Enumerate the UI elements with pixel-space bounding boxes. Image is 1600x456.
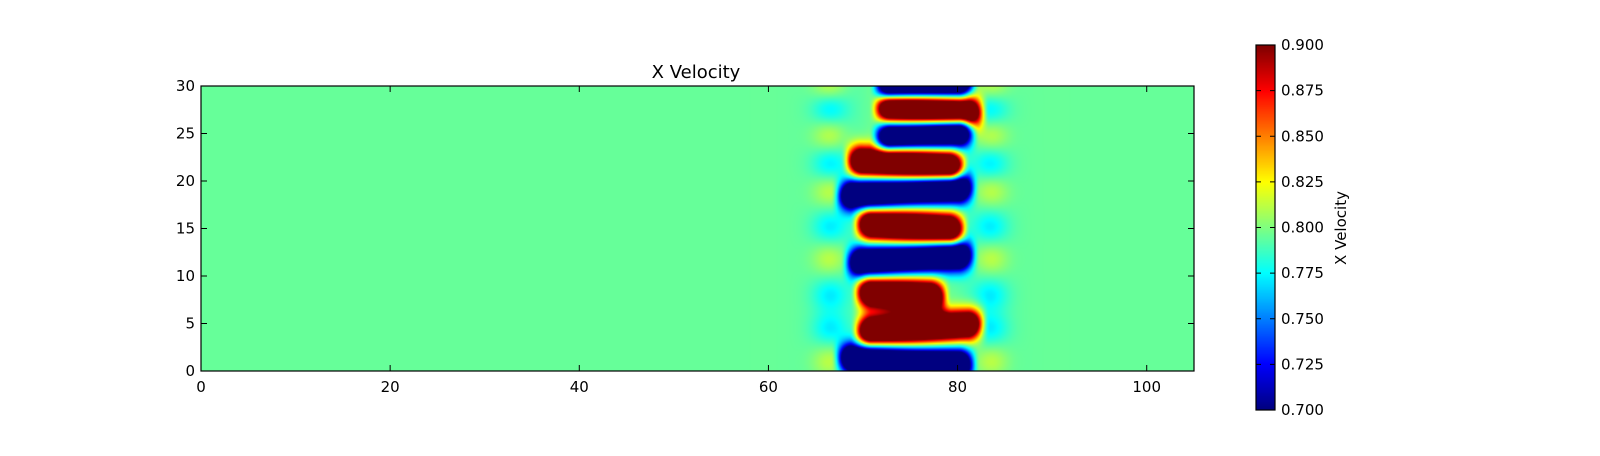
x-tick-label: 100 — [1132, 378, 1161, 396]
colorbar-ticks: 0.700 0.725 0.750 0.775 0.800 0.825 0.850 0.875… — [1256, 36, 1324, 419]
colorbar-tick-label: 0.900 — [1281, 36, 1324, 54]
x-tick-label: 0 — [196, 378, 206, 396]
colorbar-tick-label: 0.800 — [1281, 219, 1324, 237]
chart-title: X Velocity — [652, 62, 741, 83]
colorbar-label: X Velocity — [1332, 191, 1350, 265]
x-tick-label: 80 — [948, 378, 967, 396]
colorbar-tick-label: 0.725 — [1281, 355, 1324, 373]
x-tick-label: 20 — [381, 378, 400, 396]
y-tick-label: 30 — [176, 77, 195, 95]
colorbar-tick-label: 0.875 — [1281, 82, 1324, 100]
y-tick-label: 20 — [176, 172, 195, 190]
y-tick-label: 0 — [185, 362, 195, 380]
heatmap-image — [201, 86, 1194, 371]
x-axis: 0 20 40 60 80 100 — [196, 86, 1161, 396]
y-tick-label: 5 — [185, 315, 195, 333]
colorbar-tick-label: 0.700 — [1281, 401, 1324, 419]
y-tick-label: 25 — [176, 125, 195, 143]
y-axis: 0 5 10 15 20 25 30 — [176, 77, 1194, 380]
x-tick-label: 40 — [570, 378, 589, 396]
x-tick-label: 60 — [759, 378, 778, 396]
colorbar: 0.700 0.725 0.750 0.775 0.800 0.825 0.850 0.875… — [1255, 36, 1350, 419]
colorbar-tick-label: 0.850 — [1281, 127, 1324, 145]
colorbar-tick-label: 0.750 — [1281, 310, 1324, 328]
colorbar-tick-label: 0.775 — [1281, 264, 1324, 282]
colorbar-tick-label: 0.825 — [1281, 173, 1324, 191]
heatmap-plot: 0 20 40 60 80 100 0 5 10 15 20 25 30 — [176, 77, 1195, 396]
y-tick-label: 10 — [176, 267, 195, 285]
y-tick-label: 15 — [176, 220, 195, 238]
